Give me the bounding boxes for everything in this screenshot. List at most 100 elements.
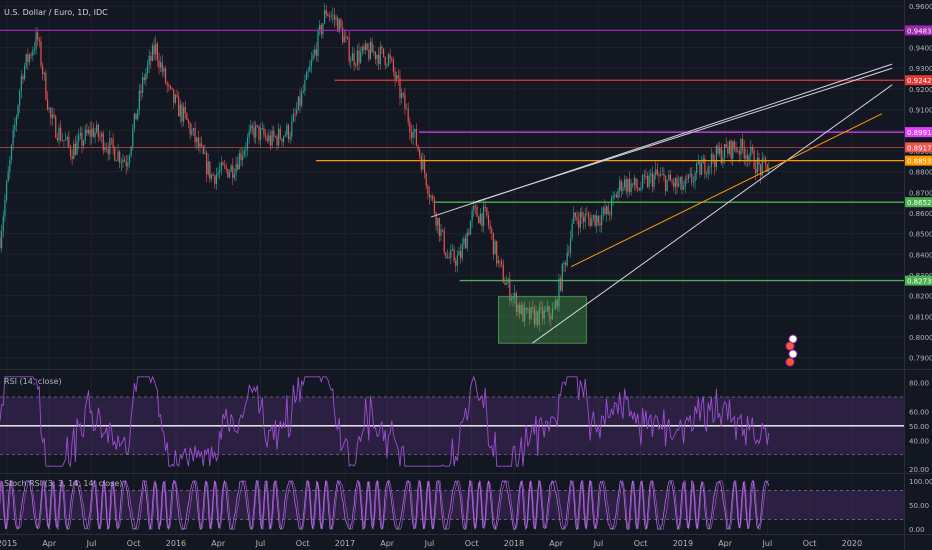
candle-body	[35, 32, 37, 50]
candle-body	[460, 251, 462, 259]
candle-body	[151, 45, 154, 61]
rsi-line	[0, 375, 770, 468]
candle-body	[646, 175, 649, 187]
candle-body	[461, 244, 463, 259]
candle-body	[714, 160, 716, 167]
candle-body	[707, 166, 709, 174]
candle-body	[533, 308, 536, 325]
candle-body	[474, 205, 476, 207]
candle-body	[137, 109, 139, 120]
candle-body	[727, 147, 729, 154]
candle-body	[661, 173, 663, 175]
candle-body	[279, 128, 281, 139]
candle-body	[737, 150, 739, 152]
candle-body	[402, 93, 404, 95]
candle-body	[38, 40, 40, 42]
candle-body	[117, 151, 119, 161]
candle-body	[735, 147, 737, 152]
candle-body	[212, 174, 214, 176]
y-tick-label: 0.8600	[909, 210, 932, 218]
candle-body	[496, 241, 498, 264]
candle-body	[99, 136, 101, 138]
candle-body	[674, 178, 676, 187]
rsi-label: RSI (14, close)	[4, 377, 62, 386]
candle-body	[27, 54, 29, 62]
candle-body	[681, 177, 683, 190]
candle-body	[420, 155, 422, 170]
candle-body	[664, 175, 667, 191]
candle-body	[571, 223, 573, 239]
candle-body	[378, 54, 380, 65]
candle-body	[258, 125, 260, 140]
candle-body	[545, 310, 547, 312]
price-label: 0.8273	[907, 278, 932, 286]
candle-body	[261, 128, 263, 129]
y-tick-label: 0.9200	[909, 86, 932, 94]
candle-body	[73, 143, 75, 160]
candle-body	[97, 124, 99, 137]
candle-body	[560, 278, 562, 291]
candle-body	[337, 17, 339, 32]
candle-body	[360, 52, 362, 63]
x-tick-label: Oct	[634, 539, 648, 548]
candle-body	[699, 161, 701, 175]
candle-body	[542, 307, 544, 320]
candle-body	[297, 96, 299, 111]
candle-body	[46, 99, 49, 110]
candle-body	[122, 159, 124, 162]
candle-body	[738, 150, 740, 155]
candle-body	[166, 82, 168, 86]
candle-body	[601, 214, 603, 226]
candle-body	[456, 255, 458, 266]
candle-body	[181, 104, 183, 122]
candle-body	[448, 257, 450, 259]
x-tick-label: Jul	[762, 539, 773, 548]
candle-body	[499, 260, 501, 262]
candles	[0, 3, 770, 332]
candle-body	[276, 136, 278, 146]
candle-body	[45, 72, 47, 100]
candle-body	[220, 162, 222, 171]
candle-body	[196, 137, 198, 143]
candle-body	[612, 195, 614, 199]
x-tick-label: Jul	[86, 539, 97, 548]
candle-body	[174, 95, 177, 103]
candle-body	[755, 168, 757, 174]
candle-body	[760, 164, 762, 176]
price-label: 0.9483	[907, 27, 932, 35]
candle-body	[20, 76, 22, 92]
candle-body	[253, 127, 255, 138]
candle-body	[473, 205, 475, 211]
candle-body	[140, 90, 142, 93]
candle-body	[637, 187, 639, 189]
candle-body	[119, 151, 121, 163]
candle-body	[61, 140, 63, 142]
x-tick-label: 2016	[166, 539, 186, 548]
candle-body	[492, 233, 495, 255]
candle-body	[233, 174, 236, 178]
candle-body	[587, 214, 590, 219]
candle-body	[466, 232, 468, 249]
candle-body	[135, 113, 137, 120]
candle-body	[17, 105, 19, 117]
candle-body	[745, 155, 747, 159]
candle-body	[286, 125, 288, 135]
candle-body	[427, 185, 429, 194]
candle-body	[696, 163, 698, 174]
candle-body	[169, 85, 172, 88]
candle-body	[50, 107, 52, 119]
candle-body	[574, 212, 576, 217]
candle-body	[5, 181, 8, 200]
x-tick-label: 2019	[673, 539, 693, 548]
candle-body	[9, 159, 11, 172]
candle-body	[307, 71, 309, 73]
candle-body	[627, 178, 629, 192]
x-tick-label: 2020	[842, 539, 862, 548]
candle-body	[287, 125, 290, 140]
candle-body	[391, 58, 393, 61]
candle-body	[605, 206, 608, 214]
candle-body	[432, 195, 434, 200]
candle-body	[246, 137, 249, 150]
candle-body	[428, 193, 431, 198]
